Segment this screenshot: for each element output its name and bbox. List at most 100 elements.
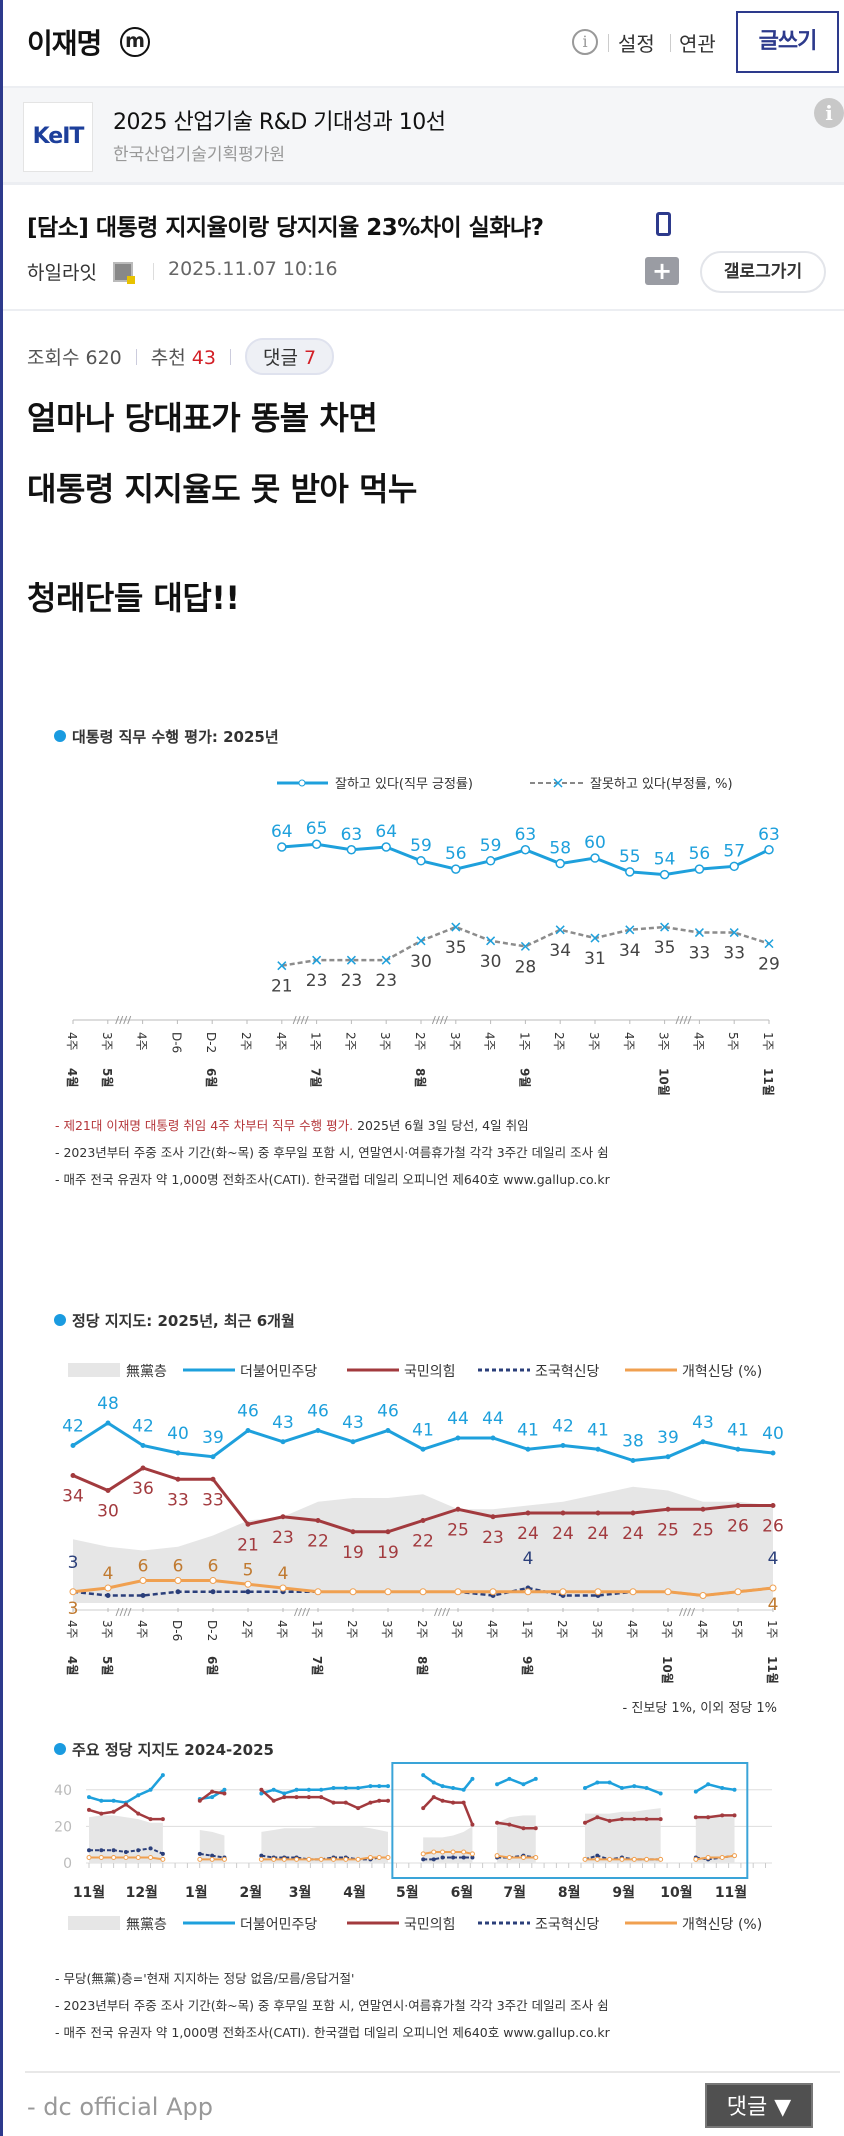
ad-info-icon[interactable]: i [814, 98, 844, 128]
comment-jump-button[interactable]: 댓글 ▼ [705, 2083, 813, 2128]
ad-title[interactable]: 2025 산업기술 R&D 기대성과 10선 [113, 110, 446, 135]
legend-marker [553, 778, 563, 788]
data-point [431, 1780, 436, 1785]
data-point [160, 1773, 165, 1778]
axis-break-mark [296, 1015, 301, 1025]
data-point [644, 1785, 649, 1790]
x-tick-label: 4주 [691, 1032, 705, 1051]
data-point [123, 1855, 129, 1861]
x-month-label: 5월 [100, 1068, 115, 1087]
data-point [693, 1815, 698, 1820]
data-point [368, 1784, 373, 1789]
data-label: 44 [447, 1409, 469, 1429]
axis-break-mark [431, 1015, 436, 1025]
data-point [521, 1826, 526, 1831]
axis-break-mark [127, 1607, 132, 1617]
data-point [312, 955, 322, 965]
data-point [259, 1791, 264, 1796]
legend-label: 개혁신당 (%) [682, 1917, 762, 1933]
legend-label: 국민의힘 [404, 1917, 456, 1933]
data-point [506, 1855, 512, 1861]
data-point [440, 1849, 446, 1855]
legend-marker [298, 779, 306, 787]
left-border [0, 0, 3, 2136]
legend-label: 조국혁신당 [535, 1364, 600, 1380]
data-label: 46 [307, 1402, 329, 1422]
data-point [644, 1856, 650, 1862]
x-month-label: 11월 [715, 1884, 747, 1901]
data-point [277, 961, 287, 971]
data-point [525, 1510, 531, 1516]
data-point [148, 1817, 153, 1822]
data-point [136, 1848, 141, 1853]
axis-break-mark [127, 1015, 132, 1025]
chart-note: - 매주 전국 유권자 약 1,000명 전화조사(CATI). 한국갤럽 데일… [55, 1172, 611, 1187]
data-point [306, 1795, 311, 1800]
x-tick-label: 4주 [695, 1620, 709, 1639]
data-label: 57 [723, 841, 745, 861]
write-button[interactable]: 글쓰기 [736, 11, 839, 73]
data-label: 21 [237, 1535, 259, 1555]
data-point [455, 1506, 461, 1512]
data-point [461, 1800, 466, 1805]
data-label: 41 [727, 1420, 749, 1440]
data-label: 30 [97, 1502, 119, 1522]
gallery-title[interactable]: 이재명 [27, 27, 102, 60]
data-point [350, 1529, 356, 1535]
axis-break-mark [683, 1607, 687, 1617]
chart-title: 정당 지지도: 2025년, 최근 6개월 [72, 1312, 295, 1330]
x-tick-label: D-2 [204, 1032, 218, 1053]
axis-break-mark [439, 1015, 444, 1025]
data-point [720, 1813, 725, 1818]
bullet-icon [54, 730, 66, 742]
x-tick-label: 2주 [345, 1620, 359, 1639]
ad-banner[interactable]: KeIT 2025 산업기술 R&D 기대성과 10선 한국산업기술기획평가원 … [3, 86, 844, 185]
info-icon[interactable]: i [572, 29, 598, 55]
folder-add-icon[interactable]: + [645, 257, 679, 285]
data-label: 30 [480, 952, 502, 972]
x-month-label: 11월 [761, 1068, 776, 1096]
data-point [533, 1826, 538, 1831]
x-tick-label: 4주 [135, 1032, 149, 1051]
data-point [377, 1784, 382, 1789]
chart-note: - 2023년부터 주중 조사 기간(화~목) 중 후무일 포함 시, 연말연시… [55, 1145, 609, 1160]
axis-break-mark [123, 1015, 128, 1025]
data-label: 39 [657, 1428, 679, 1448]
data-point [281, 1856, 287, 1862]
axis-break-mark [435, 1015, 440, 1025]
data-point [732, 1813, 737, 1818]
comment-count-button[interactable]: 댓글 7 [244, 338, 335, 375]
data-point [619, 1817, 624, 1822]
data-point [343, 1800, 348, 1805]
chart-title: 주요 정당 지지도 2024-2025 [72, 1741, 274, 1759]
data-point [630, 1458, 636, 1463]
related-link[interactable]: 연관 [679, 32, 716, 56]
ppp-line [422, 1795, 474, 1826]
data-point [105, 1420, 111, 1426]
data-point [665, 1506, 671, 1512]
author-name[interactable]: 하일라잇 [27, 262, 97, 284]
data-point [555, 925, 565, 935]
data-point [525, 1446, 531, 1452]
data-point [590, 853, 600, 863]
data-point [259, 1853, 264, 1858]
data-point [764, 939, 774, 949]
views-stat: 조회수 620 [27, 343, 122, 370]
data-point [461, 1855, 466, 1860]
data-point [271, 1787, 276, 1792]
axis-break-mark [683, 1015, 688, 1025]
data-point [346, 955, 356, 965]
data-point [625, 925, 635, 935]
data-point [294, 1795, 299, 1800]
reform-line [496, 1854, 536, 1859]
gallog-button[interactable]: 갤로그가기 [700, 251, 826, 293]
nonparty-area [695, 1815, 735, 1863]
data-point [381, 955, 391, 965]
data-point [69, 1588, 77, 1596]
data-label: 31 [584, 949, 606, 969]
chart-note-text: 2025년 6월 3일 당선, 4일 취임 [353, 1118, 528, 1133]
settings-link[interactable]: 설정 [618, 32, 655, 56]
axis-break-mark [294, 1607, 298, 1617]
y-tick-label: 0 [63, 1856, 72, 1872]
data-label: 41 [587, 1420, 609, 1440]
